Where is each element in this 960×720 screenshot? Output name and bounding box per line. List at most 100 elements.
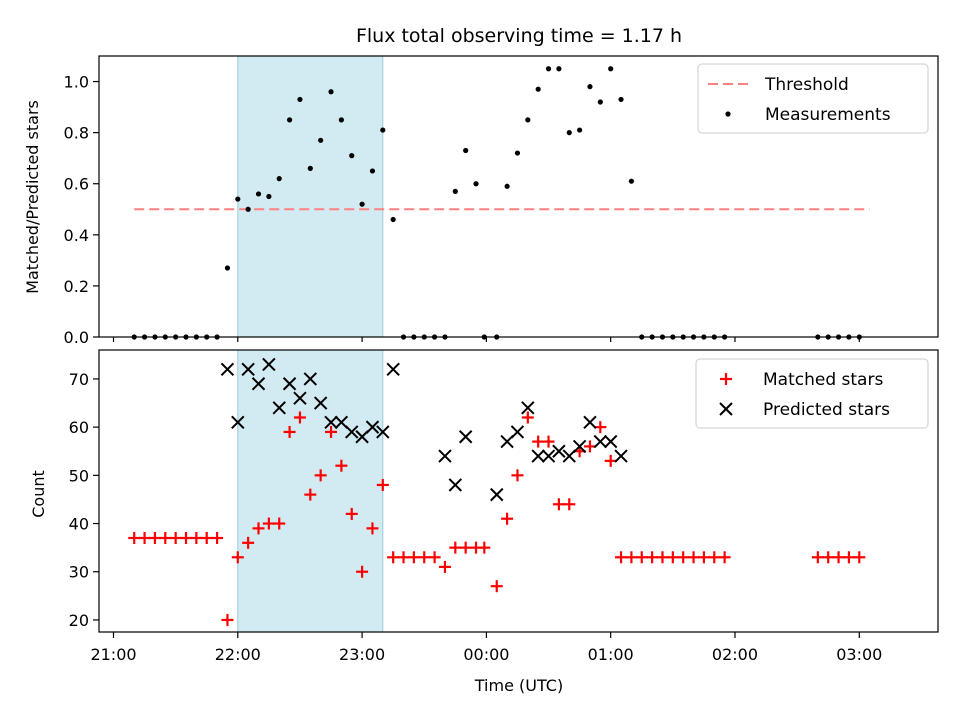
bottom-y-tick-label: 20	[69, 611, 89, 630]
matched-star-point	[532, 435, 545, 448]
measurement-point	[618, 96, 624, 103]
predicted-star-point	[438, 449, 452, 463]
measurement-point	[587, 84, 593, 90]
matched-star-point	[625, 551, 638, 564]
predicted-star-point	[386, 362, 400, 376]
measurement-point	[349, 153, 355, 159]
predicted-star-point	[614, 449, 628, 463]
x-tick-label: 22:00	[215, 645, 261, 664]
matched-star-point	[366, 522, 379, 535]
predicted-star-point	[583, 415, 597, 430]
matched-star-point	[428, 551, 441, 564]
measurement-point	[535, 86, 541, 92]
legend-predicted-swatch	[719, 402, 733, 416]
measurement-point	[525, 117, 531, 123]
matched-star-point	[594, 421, 607, 434]
matched-star-point	[407, 551, 420, 564]
predicted-star-point	[531, 449, 545, 463]
matched-star-point	[438, 560, 451, 573]
predicted-star-point	[324, 415, 338, 430]
top-y-tick-label: 0.8	[64, 124, 89, 143]
matched-star-point	[376, 478, 389, 491]
matched-star-point	[211, 532, 224, 544]
measurement-point	[307, 165, 313, 171]
legend-measurements-label: Measurements	[765, 105, 891, 125]
matched-star-point	[345, 507, 358, 520]
top-y-tick-label: 1.0	[64, 73, 89, 92]
measurement-point	[597, 99, 603, 105]
matched-star-point	[283, 425, 296, 438]
bottom-axes-frame	[98, 349, 939, 633]
measurement-point	[328, 89, 334, 95]
matched-star-point	[583, 440, 596, 453]
top-panel: 0.0 0.2 0.4 0.6 0.8 1.0 Matched/Predicted sta…	[23, 55, 939, 347]
top-y-tick-label: 0.6	[64, 175, 89, 194]
matched-star-point	[335, 459, 348, 472]
matched-star-point	[418, 551, 431, 564]
matched-star-point	[180, 532, 193, 544]
bottom-y-tick-label: 30	[69, 563, 89, 582]
matched-star-point	[811, 551, 824, 564]
bottom-legend-box	[695, 358, 929, 429]
matched-star-point	[687, 551, 700, 564]
predicted-star-point	[345, 425, 359, 439]
legend-measurements-swatch	[725, 111, 731, 117]
bottom-y-tick-label: 40	[69, 515, 89, 534]
measurement-point	[463, 147, 469, 154]
predicted-star-point	[603, 434, 618, 449]
top-axes-frame	[98, 55, 939, 338]
predicted-star-point	[572, 439, 587, 454]
x-tick-label: 00:00	[463, 645, 509, 664]
predicted-star-point	[262, 357, 276, 372]
predicted-star-point	[552, 444, 566, 458]
matched-star-point	[459, 541, 472, 554]
matched-star-point	[148, 532, 161, 544]
bottom-legend: Matched stars Predicted stars	[695, 358, 929, 429]
predicted-star-point	[365, 420, 380, 434]
measurement-point	[235, 196, 241, 202]
matched-star-point	[128, 532, 141, 544]
top-legend: Threshold Measurements	[697, 63, 929, 134]
matched-star-point	[521, 411, 534, 424]
matched-star-point	[708, 551, 721, 564]
matched-star-point	[252, 522, 265, 535]
measurement-point	[359, 201, 365, 207]
matched-star-point	[293, 411, 306, 424]
chart-title: Flux total observing time = 1.17 h	[356, 25, 682, 47]
x-tick-label: 01:00	[588, 645, 634, 664]
measurement-point	[545, 66, 552, 72]
matched-star-point	[646, 551, 659, 564]
legend-threshold-label: Threshold	[764, 75, 849, 95]
measurement-point	[297, 96, 303, 103]
matched-star-point	[666, 551, 679, 564]
predicted-star-point	[448, 478, 463, 492]
matched-star-point	[478, 541, 491, 554]
measurement-point	[556, 66, 562, 72]
matched-star-point	[542, 435, 555, 448]
top-y-axis-label: Matched/Predicted stars	[23, 100, 42, 294]
matched-star-point	[511, 469, 524, 482]
matched-star-point	[221, 613, 234, 626]
matched-star-point	[314, 469, 327, 482]
matched-star-point	[397, 551, 410, 564]
top-y-tick-label: 0.4	[64, 226, 89, 245]
measurement-point	[369, 168, 376, 174]
predicted-star-point	[490, 487, 504, 502]
matched-star-point	[853, 551, 866, 564]
legend-matched-swatch	[720, 373, 732, 385]
matched-star-point	[718, 551, 731, 564]
x-tick-label: 03:00	[836, 645, 882, 664]
predicted-star-point	[521, 401, 535, 415]
matched-star-point	[200, 532, 213, 544]
measurement-point	[318, 137, 324, 143]
legend-matched-label: Matched stars	[763, 370, 883, 390]
matched-star-point	[697, 551, 710, 564]
matched-star-point	[273, 517, 286, 530]
matched-star-point	[449, 541, 462, 554]
measurement-point	[286, 117, 293, 123]
predicted-star-point	[303, 372, 318, 386]
matched-star-point	[842, 551, 855, 564]
matched-star-point	[231, 551, 244, 564]
predicted-star-point	[231, 415, 245, 430]
